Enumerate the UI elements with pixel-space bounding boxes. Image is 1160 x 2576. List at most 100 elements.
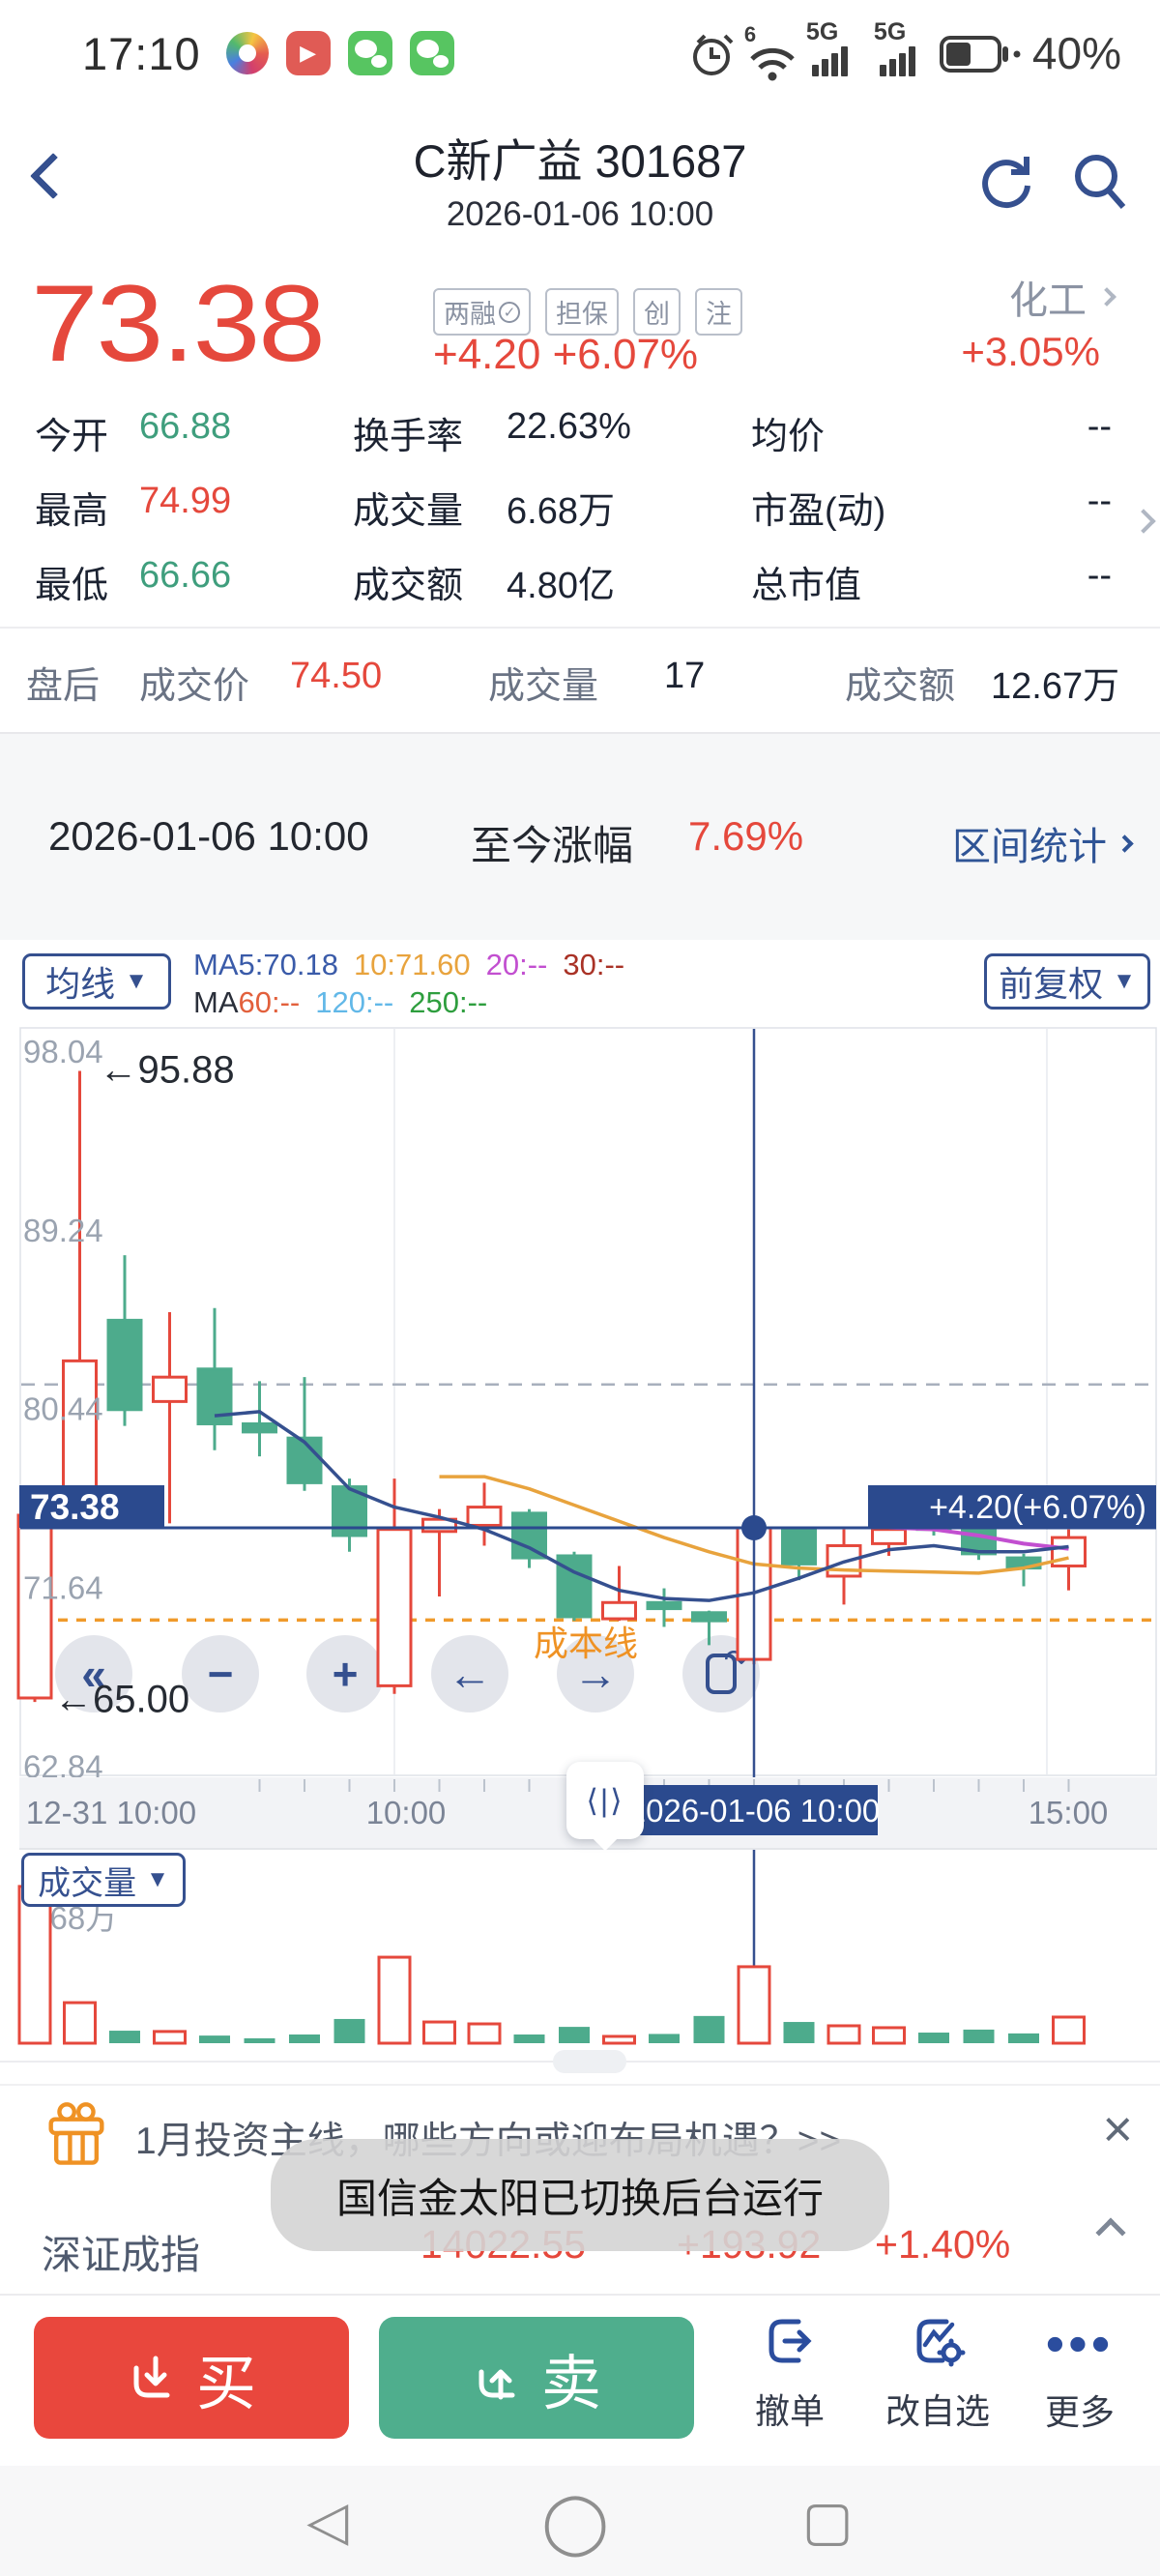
pan-right-button[interactable]: →: [557, 1635, 634, 1712]
volume-bar: [17, 1885, 52, 2045]
y-axis-label: 98.04: [23, 1034, 103, 1069]
page-title: C新广益 301687: [413, 135, 747, 187]
sector-link[interactable]: 化工: [1009, 269, 1116, 325]
edit-watchlist-button[interactable]: 改自选: [875, 2313, 1000, 2434]
zoom-out-button[interactable]: −: [182, 1635, 259, 1712]
candle-body: [781, 1528, 817, 1566]
after-hours-row: 盘后 成交价 74.50 成交量 17 成交额 12.67万: [0, 656, 1160, 719]
stat-value: --: [1087, 555, 1112, 596]
zoom-in-button[interactable]: +: [306, 1635, 384, 1712]
stat-label: 市盈(动): [751, 491, 886, 532]
candle-body: [511, 1511, 547, 1560]
x-axis-label: 12-31 10:00: [26, 1795, 196, 1830]
volume-bar: [1052, 2015, 1086, 2045]
volume-bar: [109, 2031, 140, 2043]
chevron-up-icon[interactable]: [1095, 2217, 1126, 2248]
candle-body: [376, 1528, 413, 1687]
ma-segment: 250:--: [409, 985, 488, 1019]
page-subtitle-datetime: 2026-01-06 10:00: [446, 195, 714, 233]
stat-label: 最低: [35, 566, 109, 606]
buy-arrow-icon: [133, 2356, 170, 2398]
candle-body: [106, 1318, 143, 1412]
pan-left-button[interactable]: ←: [431, 1635, 508, 1712]
candle-body: [691, 1611, 727, 1623]
volume-bar: [1008, 2033, 1039, 2043]
x-axis-label: 15:00: [1029, 1795, 1109, 1830]
cancel-order-button[interactable]: 撤单: [727, 2313, 853, 2434]
crosshair-dot: [741, 1515, 767, 1540]
volume-bar: [467, 2022, 502, 2045]
index-name: 深证成指: [42, 2233, 200, 2277]
adjust-mode-button[interactable]: 前复权 ▼: [984, 953, 1150, 1010]
badge-1: 担保: [545, 288, 619, 336]
ma-segment: MA: [193, 985, 239, 1019]
dropdown-triangle-icon: ▼: [1113, 968, 1136, 994]
candle-body: [466, 1506, 503, 1527]
refresh-button[interactable]: [972, 147, 1036, 217]
volume-bar: [602, 2034, 636, 2045]
ah-volume-label: 成交量: [488, 666, 599, 707]
android-recents-icon[interactable]: ▢: [801, 2490, 854, 2551]
stat-label: 最高: [35, 491, 109, 532]
badge-2: 创: [633, 288, 681, 336]
svg-text:2026-01-06 10:00: 2026-01-06 10:00: [628, 1793, 881, 1829]
ma-selector-button[interactable]: 均线 ▼: [22, 953, 171, 1010]
price-tag-left: [19, 1485, 164, 1528]
last-price: 73.38: [31, 263, 326, 384]
candle-body: [152, 1375, 188, 1403]
svg-text:73.38: 73.38: [30, 1487, 120, 1527]
chevron-right-icon: [1116, 834, 1134, 853]
range-date: 2026-01-06 10:00: [48, 813, 369, 859]
candle-body: [1051, 1536, 1087, 1567]
search-button[interactable]: [1069, 147, 1133, 217]
ma-segment: 30:--: [563, 948, 625, 981]
swirl-app-icon: [225, 32, 269, 74]
stat-value: 74.99: [139, 481, 232, 521]
android-back-icon[interactable]: ◁: [306, 2490, 349, 2551]
video-app-icon: ▶: [285, 31, 331, 75]
stat-label: 均价: [751, 417, 826, 457]
candle-body: [871, 1528, 907, 1545]
close-ad-icon[interactable]: ×: [1102, 2100, 1133, 2158]
fast-rewind-button[interactable]: «: [55, 1635, 132, 1712]
volume-bar: [289, 2034, 320, 2043]
stats-row-2: 最低 66.66 成交额 4.80亿 总市值 --: [0, 555, 1160, 606]
toast-message: 国信金太阳已切换后台运行: [271, 2139, 889, 2251]
android-home-icon[interactable]: ◯: [541, 2488, 609, 2556]
edit-watchlist-icon: [916, 2319, 966, 2367]
wifi-network-label: 6: [743, 22, 757, 46]
volume-bar: [334, 2018, 365, 2043]
kline-chart[interactable]: 成本线 73.38 +4.20(+6.07%) ←95.88 ←65.00 98.04 89…: [0, 1027, 1160, 2079]
volume-bar: [737, 1965, 771, 2045]
ma-row-0: MA5:70.18 10:71.60 20:-- 30:--: [193, 946, 640, 983]
range-stats-link[interactable]: 区间统计: [952, 815, 1134, 871]
sell-button[interactable]: 卖: [379, 2317, 694, 2439]
stat-label: 成交额: [353, 566, 464, 606]
status-bar: 17:10 ▶: [0, 0, 1160, 106]
cancel-order-icon: [768, 2319, 812, 2363]
price-annotation: ←95.88: [100, 1049, 235, 1092]
buy-button[interactable]: 买: [34, 2317, 349, 2439]
more-dots-icon: •••: [1045, 2313, 1115, 2374]
more-button[interactable]: ••• 更多: [1044, 2313, 1115, 2432]
stat-value: 22.63%: [507, 406, 631, 447]
volume-indicator-button[interactable]: 成交量 ▼: [21, 1853, 186, 1907]
volume-bar: [826, 2024, 861, 2045]
volume-bar: [244, 2037, 276, 2043]
volume-bar: [649, 2034, 680, 2043]
stat-value: 66.66: [139, 555, 232, 596]
pane-resize-handle[interactable]: [553, 2050, 626, 2073]
volume-bar: [693, 2015, 725, 2043]
volume-bar: [199, 2035, 230, 2043]
stat-value: --: [1087, 406, 1112, 447]
badge-3: 注: [695, 288, 742, 336]
network-type-label-2: 5G: [873, 18, 907, 45]
price-pane-border: [19, 1027, 1157, 1776]
time-slider-handle[interactable]: ⟨|⟩: [566, 1762, 644, 1839]
volume-bar: [422, 2020, 456, 2045]
ah-price-label: 成交价: [139, 666, 250, 707]
price-tag-right: [868, 1485, 1156, 1528]
range-label: 至今涨幅: [471, 823, 634, 868]
price-annotation: ←65.00: [54, 1679, 189, 1721]
candle-body: [646, 1600, 682, 1611]
